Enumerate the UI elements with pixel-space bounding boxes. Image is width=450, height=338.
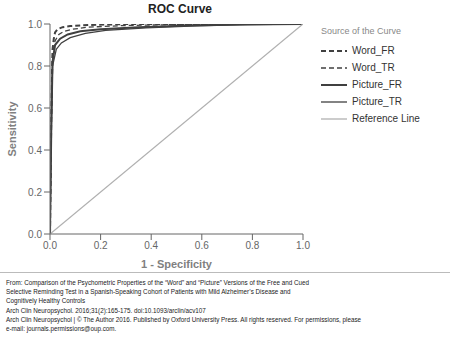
html-text:ROC Curve: ROC Curve bbox=[148, 2, 212, 16]
svg-text:0.2: 0.2 bbox=[94, 240, 108, 251]
html-text:Picture_FR: Picture_FR bbox=[352, 79, 402, 90]
svg-text:0.4: 0.4 bbox=[144, 240, 158, 251]
svg-text:1 - Specificity: 1 - Specificity bbox=[141, 258, 213, 270]
html-text:Reference Line: Reference Line bbox=[352, 113, 420, 124]
svg-text:0.6: 0.6 bbox=[28, 103, 42, 114]
html-text:Cognitively Healthy Controls: Cognitively Healthy Controls bbox=[6, 297, 86, 305]
svg-text:1.0: 1.0 bbox=[296, 240, 310, 251]
svg-text:Sensitivity: Sensitivity bbox=[8, 101, 18, 157]
html-text:Arch Clin Neuropsychol. 2016;3: Arch Clin Neuropsychol. 2016;31(2):165-1… bbox=[6, 306, 206, 314]
svg-text:0.0: 0.0 bbox=[28, 229, 42, 240]
svg-text:0.6: 0.6 bbox=[195, 240, 209, 251]
html-text:Source of the Curve: Source of the Curve bbox=[321, 26, 401, 36]
html-text:e-mail: journals.permissions@o: e-mail: journals.permissions@oup.com. bbox=[6, 325, 117, 332]
html-text:Word_TR: Word_TR bbox=[352, 62, 395, 73]
html-text:Word_FR: Word_FR bbox=[352, 45, 395, 56]
svg-text:1.0: 1.0 bbox=[28, 19, 42, 30]
html-text:Arch Clin Neuropsychol | © The: Arch Clin Neuropsychol | © The Author 20… bbox=[6, 315, 362, 323]
html-text:From: Comparison of the Psycho: From: Comparison of the Psychometric Pro… bbox=[6, 279, 309, 286]
html-text:Selective Reminding Test in a: Selective Reminding Test in a Spanish-Sp… bbox=[6, 288, 291, 296]
html-text:Picture_TR: Picture_TR bbox=[352, 96, 402, 107]
svg-text:0.4: 0.4 bbox=[28, 145, 42, 156]
svg-text:0.8: 0.8 bbox=[28, 61, 42, 72]
svg-text:0.8: 0.8 bbox=[245, 240, 259, 251]
svg-text:0.0: 0.0 bbox=[43, 240, 57, 251]
svg-text:0.2: 0.2 bbox=[28, 187, 42, 198]
